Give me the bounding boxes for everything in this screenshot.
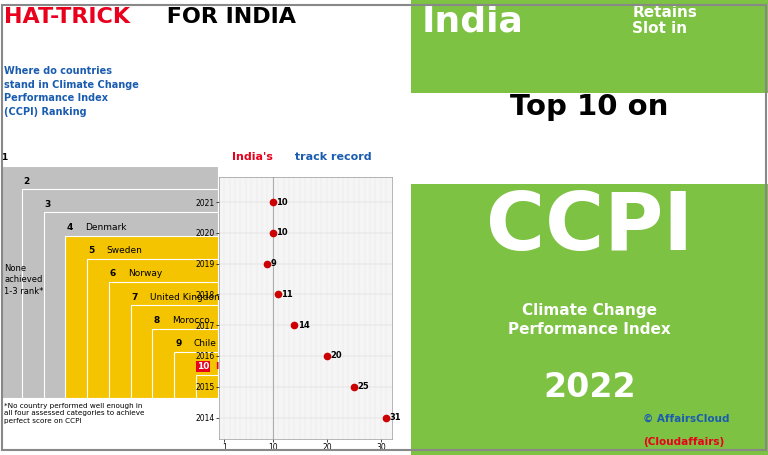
Text: Norway: Norway <box>128 269 163 278</box>
Text: 9: 9 <box>271 259 276 268</box>
Text: 10: 10 <box>276 197 288 207</box>
Text: Where do countries
stand in Climate Change
Performance Index
(CCPI) Ranking: Where do countries stand in Climate Chan… <box>4 66 139 117</box>
Text: India's: India's <box>232 152 273 162</box>
Text: India: India <box>422 5 524 39</box>
Text: track record: track record <box>291 152 372 162</box>
Text: Denmark: Denmark <box>85 223 127 232</box>
Text: 1: 1 <box>1 153 8 162</box>
FancyBboxPatch shape <box>0 166 217 398</box>
Text: 7: 7 <box>131 293 138 302</box>
FancyBboxPatch shape <box>65 236 217 398</box>
Text: 2022: 2022 <box>543 371 636 404</box>
Text: CCPI: CCPI <box>486 189 693 267</box>
Text: None
achieved
1-3 rank*: None achieved 1-3 rank* <box>4 264 44 296</box>
Text: Morocco: Morocco <box>172 316 210 325</box>
Text: United Kingdom: United Kingdom <box>151 293 223 302</box>
Text: Chile: Chile <box>194 339 217 348</box>
FancyBboxPatch shape <box>131 305 217 398</box>
Text: India: India <box>216 362 241 371</box>
Text: 2: 2 <box>23 177 29 186</box>
Text: 31: 31 <box>389 413 401 422</box>
Text: Climate Change
Performance Index: Climate Change Performance Index <box>508 303 670 337</box>
FancyBboxPatch shape <box>109 282 217 398</box>
Text: 4: 4 <box>66 223 73 232</box>
FancyBboxPatch shape <box>87 259 217 398</box>
Text: 5: 5 <box>88 246 94 255</box>
Text: 20: 20 <box>330 351 342 360</box>
Text: 6: 6 <box>110 269 116 278</box>
FancyBboxPatch shape <box>196 375 217 398</box>
Text: FOR INDIA: FOR INDIA <box>159 7 296 27</box>
FancyBboxPatch shape <box>411 0 768 93</box>
FancyBboxPatch shape <box>22 189 217 398</box>
Text: 3: 3 <box>45 200 51 209</box>
Text: HAT-TRICK: HAT-TRICK <box>4 7 131 27</box>
Text: © AffairsCloud: © AffairsCloud <box>643 414 730 424</box>
FancyBboxPatch shape <box>411 184 768 455</box>
Text: Sweden: Sweden <box>107 246 143 255</box>
Text: 11: 11 <box>282 290 293 299</box>
Text: *No country performed well enough in
all four assessed categories to achieve
per: *No country performed well enough in all… <box>4 403 144 424</box>
FancyBboxPatch shape <box>152 329 217 398</box>
Text: 10: 10 <box>276 228 288 238</box>
Text: 14: 14 <box>298 321 310 330</box>
Text: (Cloudaffairs): (Cloudaffairs) <box>643 437 724 447</box>
Text: 8: 8 <box>154 316 160 325</box>
Text: 9: 9 <box>175 339 181 348</box>
FancyBboxPatch shape <box>174 352 217 398</box>
Text: 25: 25 <box>357 382 369 391</box>
FancyBboxPatch shape <box>44 212 217 398</box>
Text: 10: 10 <box>197 362 210 371</box>
Text: Retains
Slot in: Retains Slot in <box>632 5 697 36</box>
Text: Top 10 on: Top 10 on <box>510 93 669 121</box>
